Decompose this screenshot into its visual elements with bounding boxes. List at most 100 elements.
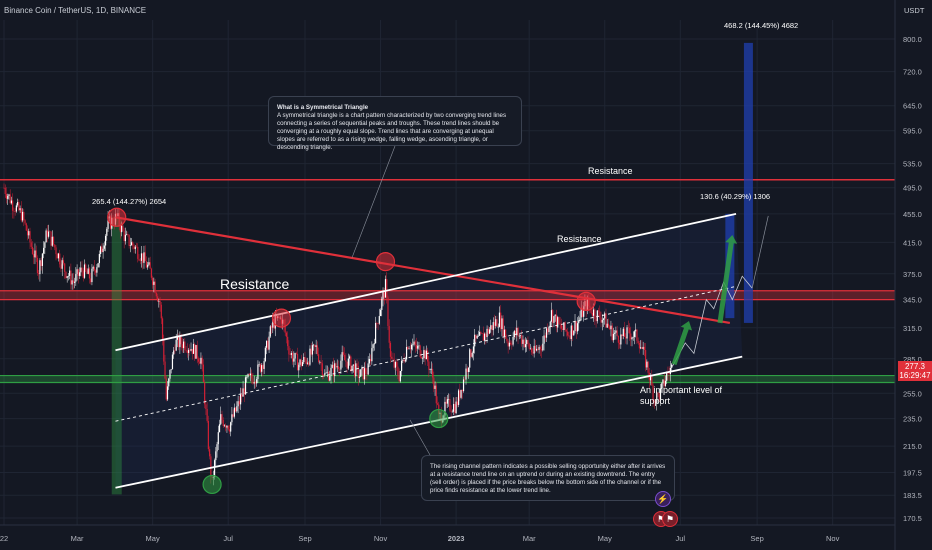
candle-body: [539, 346, 541, 350]
candle-body: [60, 264, 62, 269]
candle-body: [430, 368, 432, 370]
candle-body: [227, 425, 229, 430]
resistance-top-label: Resistance: [588, 166, 633, 176]
candle-body: [293, 358, 295, 362]
candle-body: [318, 354, 320, 362]
candle-body: [616, 330, 618, 336]
candle-body: [183, 341, 185, 349]
candle-body: [362, 367, 364, 380]
candle-body: [469, 349, 471, 368]
y-tick-label: 415.0: [903, 238, 922, 247]
lightning-icon[interactable]: ⚡: [655, 491, 671, 507]
candle-body: [412, 344, 414, 346]
candle-body: [196, 345, 198, 359]
candle-body: [497, 326, 499, 328]
candle-body: [130, 242, 133, 246]
candle-body: [71, 280, 73, 285]
candle-body: [161, 318, 164, 340]
candle-body: [237, 401, 239, 407]
price-zone: [0, 290, 895, 300]
candle-body: [388, 326, 390, 343]
candle-body: [62, 260, 65, 264]
candle-body: [569, 335, 571, 340]
candle-body: [456, 401, 458, 405]
trend-line: [115, 216, 731, 325]
candle-body: [148, 262, 150, 265]
candle-body: [128, 234, 130, 246]
candle-body: [65, 271, 67, 278]
measure-box: [111, 217, 122, 495]
candle-body: [408, 348, 410, 350]
candle-body: [422, 358, 424, 359]
candle-body: [562, 328, 564, 330]
candle-body: [29, 231, 31, 243]
candle-body: [69, 270, 71, 276]
candle-body: [122, 225, 124, 231]
x-tick-label: May: [598, 534, 612, 543]
candle-body: [387, 297, 389, 327]
candle-body: [305, 359, 307, 364]
candle-body: [144, 252, 146, 262]
bar-countdown: 16:29:47: [899, 371, 931, 381]
candle-body: [433, 377, 435, 389]
candle-body: [360, 369, 362, 377]
candle-body: [346, 361, 348, 369]
note-pointer: [351, 145, 396, 258]
candle-body: [490, 325, 492, 330]
candle-body: [573, 330, 575, 336]
channel-midline: [115, 285, 737, 422]
x-tick-label: Nov: [826, 534, 840, 543]
candle-body: [595, 318, 597, 322]
candle-body: [81, 267, 83, 271]
y-tick-label: 495.0: [903, 184, 922, 193]
candle-body: [166, 386, 169, 400]
candle-body: [592, 309, 595, 316]
candle-body: [325, 372, 327, 374]
candle-body: [409, 348, 411, 350]
candle-body: [479, 332, 481, 336]
y-tick-label: 285.0: [903, 355, 922, 364]
candle-body: [341, 352, 343, 361]
projection-arrows: [671, 215, 769, 368]
candle-body: [404, 359, 406, 362]
candle-body: [377, 323, 379, 325]
candle-body: [351, 365, 353, 372]
candle-body: [145, 261, 148, 268]
us-flag-icon-2[interactable]: ⚑: [662, 511, 678, 527]
resistance-pivot-marker: [271, 308, 292, 328]
candle-body: [549, 321, 551, 327]
candle-body: [248, 374, 250, 376]
candle-body: [147, 264, 149, 268]
candle-body: [450, 410, 452, 412]
candle-body: [635, 329, 637, 332]
candle-body: [418, 345, 420, 347]
channel-shading: [115, 213, 743, 488]
candle-body: [370, 358, 372, 362]
candle-body: [178, 335, 180, 348]
support-pivot-marker: [202, 474, 222, 495]
candle-body: [247, 374, 249, 377]
candle-body: [9, 194, 11, 204]
candle-body: [59, 253, 61, 265]
candle-body: [72, 280, 74, 283]
candle-body: [540, 349, 543, 351]
candle-body: [464, 379, 466, 381]
candle-body: [542, 343, 544, 351]
candle-body: [506, 338, 508, 342]
candle-body: [399, 370, 401, 382]
candle-body: [143, 252, 145, 263]
candle-body: [313, 344, 315, 346]
candle-body: [314, 344, 316, 347]
candle-body: [386, 279, 388, 298]
candle-body: [217, 432, 219, 445]
last-price: 277.3: [904, 362, 926, 371]
candle-body: [664, 380, 667, 386]
x-tick-label: Mar: [71, 534, 84, 543]
candle-body: [169, 369, 171, 379]
candle-body: [659, 388, 662, 400]
candle-body: [656, 392, 658, 404]
candle-body: [662, 379, 664, 384]
candle-body: [41, 253, 43, 266]
candle-body: [668, 373, 670, 375]
